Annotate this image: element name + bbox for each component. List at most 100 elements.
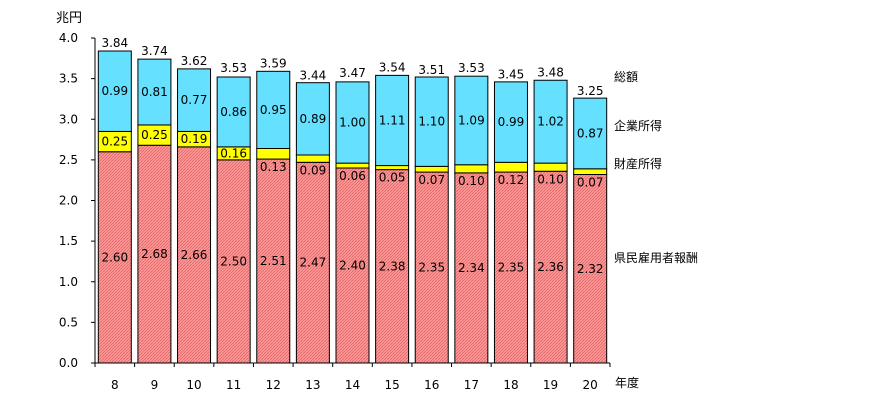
- data-label: 0.06: [339, 169, 366, 183]
- legend-corporate-income: 企業所得: [614, 118, 662, 133]
- x-tick-label: 11: [226, 378, 241, 392]
- data-label: 2.36: [537, 260, 564, 274]
- data-label: 0.07: [577, 176, 604, 190]
- total-label: 3.84: [101, 36, 128, 50]
- x-tick-label: 8: [111, 378, 119, 392]
- bar-segment-property-income: [533, 162, 568, 172]
- data-label: 1.10: [418, 115, 445, 129]
- y-tick-label: 4.0: [59, 31, 78, 45]
- total-label: 3.45: [498, 68, 525, 82]
- y-tick-label: 2.0: [59, 194, 78, 208]
- legend-property-income: 財産所得: [614, 156, 662, 171]
- data-label: 2.68: [141, 247, 168, 261]
- data-label: 0.10: [458, 174, 485, 188]
- total-label: 3.51: [418, 63, 445, 77]
- bar-segment-employee-compensation: [533, 170, 568, 364]
- bar-segment-employee-compensation: [216, 159, 251, 364]
- bar-segment-corporate-income: [493, 81, 528, 163]
- data-label: 2.47: [300, 256, 327, 270]
- bar-segment-property-income: [256, 148, 291, 160]
- data-label: 0.10: [537, 172, 564, 186]
- bar-segment-corporate-income: [533, 79, 568, 164]
- total-label: 3.54: [379, 60, 406, 74]
- data-label: 2.38: [379, 259, 406, 273]
- data-label: 2.51: [260, 254, 287, 268]
- bar-segment-corporate-income: [137, 58, 172, 126]
- legend-total: 総額: [614, 70, 638, 84]
- x-tick-label: 20: [583, 378, 598, 392]
- y-tick-label: 0.5: [59, 315, 78, 329]
- x-tick-label: 18: [503, 378, 518, 392]
- bar-segment-corporate-income: [375, 74, 410, 167]
- x-tick-label: 17: [464, 378, 479, 392]
- bar-segment-property-income: [414, 165, 449, 173]
- x-tick-label: 19: [543, 378, 558, 392]
- data-label: 0.99: [101, 84, 128, 98]
- data-label: 0.19: [181, 132, 208, 146]
- bar-segment-corporate-income: [414, 76, 449, 167]
- y-tick-label: 0.0: [59, 356, 78, 370]
- data-label: 1.02: [537, 115, 564, 129]
- data-label: 0.13: [260, 160, 287, 174]
- data-label: 2.50: [220, 254, 247, 268]
- y-tick-label: 2.5: [59, 153, 78, 167]
- x-tick-label: 13: [305, 378, 320, 392]
- data-label: 1.09: [458, 113, 485, 127]
- data-label: 0.95: [260, 103, 287, 117]
- bar-segment-employee-compensation: [454, 172, 489, 364]
- bar-segment-corporate-income: [216, 76, 251, 148]
- legend-employee-compensation: 県民雇用者報酬: [614, 250, 698, 265]
- total-label: 3.62: [181, 54, 208, 68]
- data-label: 0.77: [181, 93, 208, 107]
- bar-segment-corporate-income: [295, 82, 330, 156]
- x-tick-label: 10: [186, 378, 201, 392]
- total-label: 3.48: [537, 65, 564, 79]
- x-unit-label: 年度: [615, 375, 639, 390]
- bar-segment-property-income: [493, 161, 528, 173]
- data-label: 0.25: [141, 128, 168, 142]
- x-tick-label: 9: [151, 378, 159, 392]
- data-label: 2.34: [458, 261, 485, 275]
- total-label: 3.53: [220, 61, 247, 75]
- data-label: 2.32: [577, 262, 604, 276]
- total-label: 3.74: [141, 44, 168, 58]
- x-tick-label: 15: [384, 378, 399, 392]
- x-tick-label: 12: [266, 378, 281, 392]
- data-label: 2.35: [418, 261, 445, 275]
- bar-segment-employee-compensation: [414, 171, 449, 364]
- data-label: 1.00: [339, 116, 366, 130]
- y-tick-label: 1.0: [59, 275, 78, 289]
- data-label: 0.12: [498, 173, 525, 187]
- data-label: 0.89: [300, 112, 327, 126]
- y-tick-label: 1.5: [59, 234, 78, 248]
- data-label: 0.25: [101, 135, 128, 149]
- bar-segment-property-income: [335, 162, 370, 169]
- total-label: 3.59: [260, 56, 287, 70]
- total-label: 3.44: [300, 69, 327, 83]
- data-label: 0.81: [141, 85, 168, 99]
- total-label: 3.47: [339, 66, 366, 80]
- data-label: 2.40: [339, 259, 366, 273]
- bar-segment-corporate-income: [97, 50, 132, 132]
- data-label: 2.60: [101, 250, 128, 264]
- bar-segment-employee-compensation: [375, 169, 410, 364]
- data-label: 0.07: [418, 173, 445, 187]
- y-tick-label: 3.5: [59, 72, 78, 86]
- total-label: 3.25: [577, 84, 604, 98]
- bar-segment-property-income: [295, 154, 330, 163]
- data-label: 2.35: [498, 261, 525, 275]
- data-label: 0.99: [498, 115, 525, 129]
- data-label: 0.16: [220, 146, 247, 160]
- bar-segment-corporate-income: [335, 81, 370, 164]
- bar-segment-employee-compensation: [573, 174, 608, 364]
- bar-segment-employee-compensation: [335, 167, 370, 364]
- y-unit-label: 兆円: [56, 11, 82, 26]
- bar-segment-property-income: [375, 165, 410, 171]
- total-label: 3.53: [458, 61, 485, 75]
- bar-segment-employee-compensation: [256, 158, 291, 364]
- bar-segment-corporate-income: [256, 70, 291, 149]
- data-label: 2.66: [181, 248, 208, 262]
- bar-segment-corporate-income: [573, 97, 608, 170]
- data-label: 0.86: [220, 105, 247, 119]
- data-label: 0.09: [300, 163, 327, 177]
